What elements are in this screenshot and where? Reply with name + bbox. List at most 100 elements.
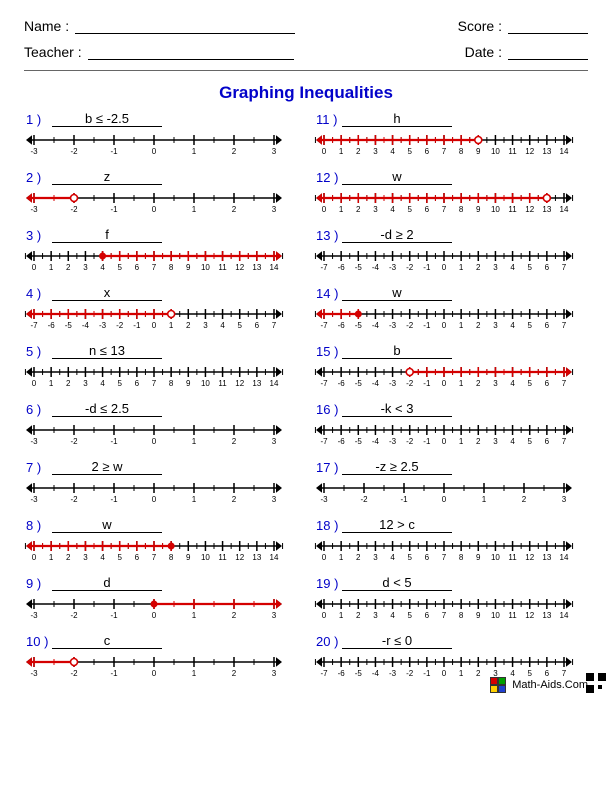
footer-text: Math-Aids.Com [512, 679, 588, 691]
svg-text:-1: -1 [110, 147, 118, 156]
problem: 14 )w-7-6-5-4-3-2-101234567 [314, 285, 574, 339]
svg-text:13: 13 [542, 553, 551, 562]
svg-text:5: 5 [117, 553, 122, 562]
score-label: Score : [458, 18, 502, 34]
problem: 17 )-z ≥ 2.5-3-2-10123 [314, 459, 574, 513]
problem-number: 11 ) [316, 112, 342, 127]
problem-number: 15 ) [316, 344, 342, 359]
svg-text:9: 9 [476, 205, 481, 214]
svg-text:5: 5 [117, 379, 122, 388]
number-line: -3-2-10123 [314, 476, 574, 510]
svg-text:-6: -6 [338, 669, 346, 678]
svg-text:0: 0 [32, 379, 37, 388]
svg-text:8: 8 [169, 553, 174, 562]
svg-text:10: 10 [491, 611, 500, 620]
problem: 19 )d < 501234567891011121314 [314, 575, 574, 629]
svg-text:4: 4 [100, 553, 105, 562]
svg-text:6: 6 [545, 263, 550, 272]
problem-number: 10 ) [26, 634, 52, 649]
svg-text:9: 9 [186, 263, 191, 272]
svg-text:3: 3 [493, 379, 498, 388]
svg-text:6: 6 [255, 321, 260, 330]
svg-text:2: 2 [232, 437, 237, 446]
problem-columns: 1 )b ≤ -2.5-3-2-101232 )z-3-2-101233 )f0… [24, 111, 588, 691]
number-line: 01234567891011121314 [24, 244, 284, 278]
svg-text:13: 13 [542, 147, 551, 156]
svg-text:4: 4 [390, 205, 395, 214]
inequality-expression: h [342, 111, 452, 127]
svg-text:11: 11 [508, 147, 517, 156]
problem-number: 20 ) [316, 634, 342, 649]
left-column: 1 )b ≤ -2.5-3-2-101232 )z-3-2-101233 )f0… [24, 111, 284, 691]
svg-text:-1: -1 [110, 205, 118, 214]
svg-text:-4: -4 [372, 669, 380, 678]
svg-text:3: 3 [272, 147, 277, 156]
right-column: 11 )h0123456789101112131412 )w0123456789… [314, 111, 574, 691]
problem: 12 )w01234567891011121314 [314, 169, 574, 223]
svg-text:0: 0 [152, 611, 157, 620]
svg-text:0: 0 [32, 263, 37, 272]
svg-text:10: 10 [201, 263, 210, 272]
svg-text:3: 3 [373, 611, 378, 620]
problem: 13 )-d ≥ 2-7-6-5-4-3-2-101234567 [314, 227, 574, 281]
svg-text:-6: -6 [338, 379, 346, 388]
svg-text:1: 1 [459, 263, 464, 272]
svg-text:2: 2 [356, 553, 361, 562]
svg-text:8: 8 [459, 205, 464, 214]
svg-text:-2: -2 [70, 669, 78, 678]
svg-text:5: 5 [237, 321, 242, 330]
svg-text:5: 5 [407, 205, 412, 214]
svg-text:14: 14 [560, 147, 569, 156]
problem-number: 2 ) [26, 170, 52, 185]
svg-text:6: 6 [135, 379, 140, 388]
svg-text:-1: -1 [110, 669, 118, 678]
inequality-expression: b [342, 343, 452, 359]
teacher-field: Teacher : [24, 44, 294, 60]
svg-text:7: 7 [442, 553, 447, 562]
svg-text:0: 0 [442, 669, 447, 678]
svg-text:1: 1 [339, 611, 344, 620]
svg-text:-1: -1 [423, 437, 431, 446]
svg-text:1: 1 [192, 669, 197, 678]
svg-text:2: 2 [476, 379, 481, 388]
svg-text:12: 12 [525, 611, 534, 620]
problem: 8 )w01234567891011121314 [24, 517, 284, 571]
svg-text:-1: -1 [133, 321, 141, 330]
svg-text:9: 9 [476, 147, 481, 156]
inequality-expression: 12 > c [342, 517, 452, 533]
svg-text:13: 13 [252, 379, 261, 388]
svg-text:7: 7 [442, 205, 447, 214]
number-line: 01234567891011121314 [314, 592, 574, 626]
svg-text:3: 3 [373, 553, 378, 562]
inequality-expression: x [52, 285, 162, 301]
svg-text:9: 9 [186, 553, 191, 562]
problem-number: 9 ) [26, 576, 52, 591]
problem-number: 12 ) [316, 170, 342, 185]
svg-text:13: 13 [542, 205, 551, 214]
svg-text:-2: -2 [406, 379, 414, 388]
svg-text:2: 2 [476, 263, 481, 272]
svg-text:0: 0 [442, 379, 447, 388]
svg-text:4: 4 [100, 379, 105, 388]
svg-text:6: 6 [425, 553, 430, 562]
svg-text:3: 3 [562, 495, 567, 504]
svg-text:-4: -4 [372, 321, 380, 330]
problem-header: 19 )d < 5 [316, 575, 574, 591]
svg-text:12: 12 [235, 553, 244, 562]
svg-text:6: 6 [135, 263, 140, 272]
svg-text:2: 2 [232, 495, 237, 504]
svg-text:8: 8 [459, 611, 464, 620]
svg-text:5: 5 [527, 379, 532, 388]
svg-text:-7: -7 [320, 437, 328, 446]
svg-text:-2: -2 [70, 495, 78, 504]
svg-text:14: 14 [560, 553, 569, 562]
svg-text:10: 10 [201, 553, 210, 562]
svg-text:11: 11 [218, 379, 227, 388]
svg-text:0: 0 [152, 495, 157, 504]
svg-text:4: 4 [510, 437, 515, 446]
score-field: Score : [458, 18, 588, 34]
svg-text:7: 7 [442, 611, 447, 620]
svg-text:7: 7 [442, 147, 447, 156]
number-line: -7-6-5-4-3-2-101234567 [314, 360, 574, 394]
svg-text:-5: -5 [355, 321, 363, 330]
